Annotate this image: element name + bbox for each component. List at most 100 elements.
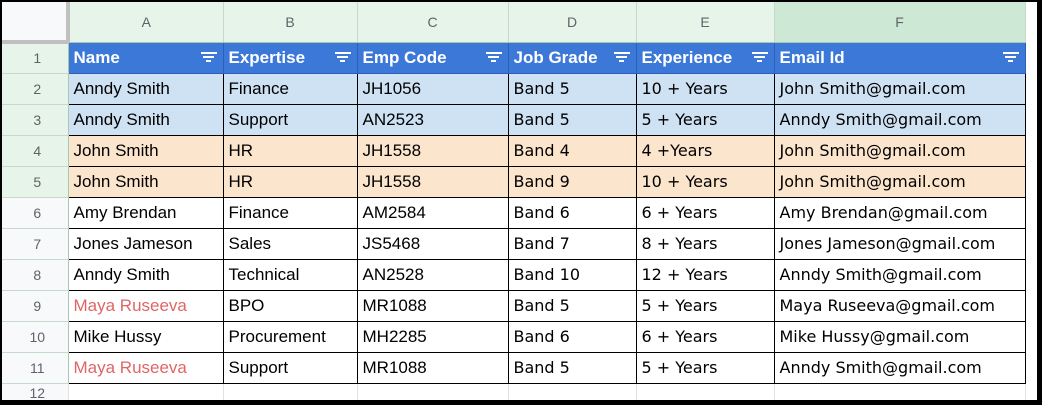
cell-experience[interactable]: 5 + Years — [635, 289, 775, 322]
cell-experience[interactable]: 5 + Years — [635, 351, 775, 384]
cell-email[interactable]: John Smith@gmail.com — [773, 72, 1026, 105]
cell-emp-code[interactable]: AN2523 — [356, 103, 509, 136]
column-header-a[interactable]: A — [68, 2, 224, 43]
cell-job-grade[interactable]: Band 9 — [507, 165, 637, 198]
header-cell-emp-code[interactable]: Emp Code — [356, 41, 509, 74]
filter-icon[interactable] — [751, 51, 768, 64]
cell-name[interactable]: Mike Hussy — [67, 320, 224, 353]
header-label: Expertise — [228, 47, 306, 67]
row-number[interactable]: 2 — [2, 73, 69, 105]
header-cell-experience[interactable]: Experience — [635, 41, 775, 74]
row-number[interactable]: 3 — [2, 104, 69, 136]
cell-email[interactable]: Anndy Smith@gmail.com — [773, 103, 1026, 136]
cell-email[interactable]: Maya Ruseeva@gmail.com — [773, 289, 1026, 322]
cell-job-grade[interactable]: Band 10 — [507, 258, 637, 291]
cell-job-grade[interactable]: Band 5 — [507, 289, 637, 322]
cell-job-grade[interactable]: Band 5 — [507, 351, 637, 384]
row-number[interactable]: 9 — [2, 290, 69, 322]
spreadsheet-grid: A B C D E F 1 Name Expertise Emp Code Jo… — [2, 2, 1026, 400]
cell-emp-code[interactable]: JH1558 — [356, 134, 509, 167]
cell-email[interactable]: Anndy Smith@gmail.com — [773, 351, 1026, 384]
cell-emp-code[interactable]: MR1088 — [356, 351, 509, 384]
cell-job-grade[interactable]: Band 4 — [507, 134, 637, 167]
cell-job-grade[interactable]: Band 5 — [507, 103, 637, 136]
cell-emp-code[interactable]: AN2528 — [356, 258, 509, 291]
empty-cell[interactable] — [223, 383, 358, 400]
filter-icon[interactable] — [200, 51, 217, 64]
empty-cell[interactable] — [68, 383, 224, 400]
empty-cell[interactable] — [636, 383, 775, 400]
cell-expertise[interactable]: HR — [222, 165, 358, 198]
cell-emp-code[interactable]: MH2285 — [356, 320, 509, 353]
row-number[interactable]: 8 — [2, 259, 69, 291]
cell-email[interactable]: Mike Hussy@gmail.com — [773, 320, 1026, 353]
filter-icon[interactable] — [1002, 51, 1019, 64]
cell-expertise[interactable]: Sales — [222, 227, 358, 260]
cell-experience[interactable]: 6 + Years — [635, 320, 775, 353]
cell-expertise[interactable]: Finance — [222, 196, 358, 229]
cell-emp-code[interactable]: MR1088 — [356, 289, 509, 322]
empty-cell[interactable] — [508, 383, 637, 400]
cell-email[interactable]: Anndy Smith@gmail.com — [773, 258, 1026, 291]
header-cell-job-grade[interactable]: Job Grade — [507, 41, 637, 74]
cell-emp-code[interactable]: JH1056 — [356, 72, 509, 105]
cell-expertise[interactable]: Finance — [222, 72, 358, 105]
cell-name[interactable]: John Smith — [67, 165, 224, 198]
cell-expertise[interactable]: HR — [222, 134, 358, 167]
filter-icon[interactable] — [613, 51, 630, 64]
cell-name[interactable]: Anndy Smith — [67, 103, 224, 136]
empty-cell[interactable] — [357, 383, 509, 400]
cell-email[interactable]: Amy Brendan@gmail.com — [773, 196, 1026, 229]
row-number[interactable]: 7 — [2, 228, 69, 260]
row-number[interactable]: 10 — [2, 321, 69, 353]
cell-job-grade[interactable]: Band 5 — [507, 72, 637, 105]
column-header-c[interactable]: C — [357, 2, 509, 43]
cell-job-grade[interactable]: Band 6 — [507, 320, 637, 353]
cell-name[interactable]: Jones Jameson — [67, 227, 224, 260]
cell-experience[interactable]: 12 + Years — [635, 258, 775, 291]
filter-icon[interactable] — [334, 51, 351, 64]
cell-job-grade[interactable]: Band 7 — [507, 227, 637, 260]
cell-experience[interactable]: 6 + Years — [635, 196, 775, 229]
cell-name[interactable]: Anndy Smith — [67, 258, 224, 291]
row-number[interactable]: 6 — [2, 197, 69, 229]
select-all-corner[interactable] — [2, 2, 70, 44]
header-cell-name[interactable]: Name — [67, 41, 224, 74]
filter-icon[interactable] — [485, 51, 502, 64]
row-number[interactable]: 5 — [2, 166, 69, 198]
header-cell-expertise[interactable]: Expertise — [222, 41, 358, 74]
cell-name[interactable]: Maya Ruseeva — [67, 351, 224, 384]
cell-expertise[interactable]: Support — [222, 103, 358, 136]
cell-experience[interactable]: 10 + Years — [635, 165, 775, 198]
cell-email[interactable]: John Smith@gmail.com — [773, 165, 1026, 198]
empty-cell[interactable] — [774, 383, 1026, 400]
cell-expertise[interactable]: Support — [222, 351, 358, 384]
column-header-d[interactable]: D — [508, 2, 637, 43]
cell-emp-code[interactable]: JS5468 — [356, 227, 509, 260]
column-header-b[interactable]: B — [223, 2, 358, 43]
cell-name[interactable]: John Smith — [67, 134, 224, 167]
header-cell-email-id[interactable]: Email Id — [773, 41, 1026, 74]
cell-job-grade[interactable]: Band 6 — [507, 196, 637, 229]
cell-experience[interactable]: 5 + Years — [635, 103, 775, 136]
cell-email[interactable]: John Smith@gmail.com — [773, 134, 1026, 167]
column-header-e[interactable]: E — [636, 2, 775, 43]
cell-experience[interactable]: 8 + Years — [635, 227, 775, 260]
cell-expertise[interactable]: Technical — [222, 258, 358, 291]
row-number[interactable]: 11 — [2, 352, 69, 384]
column-header-f[interactable]: F — [774, 2, 1026, 43]
row-number[interactable]: 12 — [2, 383, 69, 400]
cell-name[interactable]: Amy Brendan — [67, 196, 224, 229]
table-row: 11 Maya Ruseeva Support MR1088 Band 5 5 … — [2, 351, 1026, 384]
cell-expertise[interactable]: Procurement — [222, 320, 358, 353]
cell-name[interactable]: Anndy Smith — [67, 72, 224, 105]
cell-experience[interactable]: 10 + Years — [635, 72, 775, 105]
cell-name[interactable]: Maya Ruseeva — [67, 289, 224, 322]
row-number[interactable]: 1 — [2, 42, 69, 74]
row-number[interactable]: 4 — [2, 135, 69, 167]
cell-expertise[interactable]: BPO — [222, 289, 358, 322]
cell-email[interactable]: Jones Jameson@gmail.com — [773, 227, 1026, 260]
cell-emp-code[interactable]: AM2584 — [356, 196, 509, 229]
cell-emp-code[interactable]: JH1558 — [356, 165, 509, 198]
cell-experience[interactable]: 4 +Years — [635, 134, 775, 167]
